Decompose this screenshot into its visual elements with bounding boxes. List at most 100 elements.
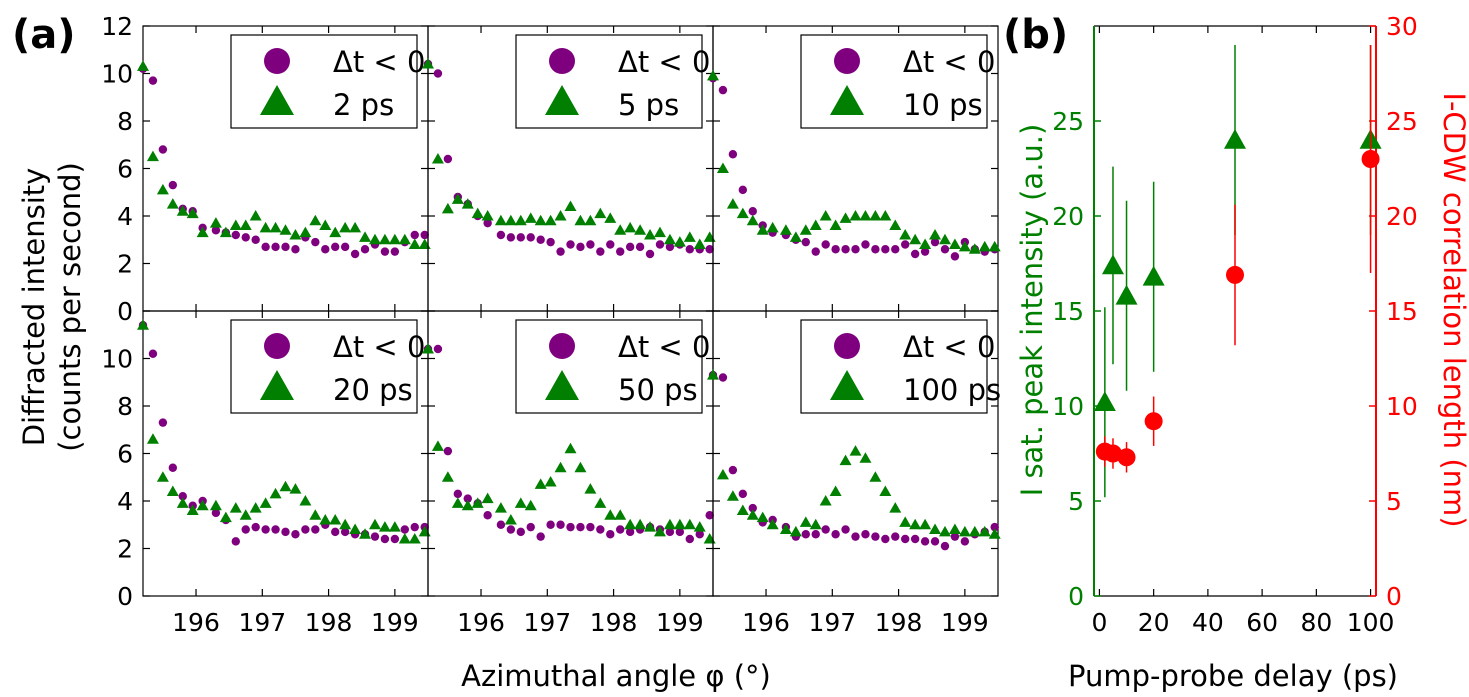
pumped-point xyxy=(299,495,312,506)
ref-point xyxy=(625,242,635,252)
peak-point xyxy=(1101,254,1124,275)
ref-point xyxy=(148,349,158,358)
legend-pumped-label: 5 ps xyxy=(618,88,679,122)
x-tick-label: 197 xyxy=(238,608,286,637)
ref-point xyxy=(821,240,830,249)
y-tick-label: 8 xyxy=(117,392,133,421)
pumped-point xyxy=(809,518,822,530)
ref-point xyxy=(606,530,615,539)
pumped-point xyxy=(746,509,759,520)
pumped-point xyxy=(431,153,444,164)
pumped-point xyxy=(879,485,892,496)
ref-point xyxy=(811,530,820,539)
pumped-point xyxy=(756,511,769,523)
y-tick-label: 8 xyxy=(117,107,133,136)
ref-point xyxy=(261,525,270,534)
y-tick-label: 0 xyxy=(117,582,133,611)
x-tick-label: 199 xyxy=(371,608,419,637)
pumped-point xyxy=(839,212,852,223)
pumped-point xyxy=(663,233,676,245)
pumped-point xyxy=(259,497,272,508)
pumped-point xyxy=(289,483,302,494)
ref-point xyxy=(851,532,860,541)
ref-point xyxy=(158,418,168,427)
ref-point xyxy=(271,242,280,252)
pumped-point xyxy=(186,504,199,515)
x-tick-label: 196 xyxy=(457,608,505,637)
pumped-point xyxy=(693,521,706,532)
corr-point xyxy=(1103,444,1122,463)
pumped-point xyxy=(186,207,199,219)
pumped-point xyxy=(839,454,852,466)
pumped-point xyxy=(938,525,951,537)
ref-point xyxy=(801,530,810,539)
pumped-point xyxy=(481,492,494,504)
corr-point xyxy=(1117,448,1136,467)
ref-point xyxy=(350,249,360,259)
pumped-point xyxy=(534,478,547,489)
pumped-point xyxy=(673,518,686,530)
pumped-point xyxy=(819,495,832,506)
pumped-point xyxy=(614,224,627,235)
pumped-point xyxy=(779,224,792,235)
ref-point xyxy=(576,242,585,252)
pumped-point xyxy=(909,233,922,245)
pumped-point xyxy=(368,233,381,245)
subplot-50ps: 196 197 198 199 Δt < 0 50 ps xyxy=(422,310,716,637)
ref-point xyxy=(718,373,728,382)
pumped-point xyxy=(146,433,159,444)
ref-point xyxy=(920,537,930,546)
pumped-point xyxy=(644,521,657,532)
ref-point xyxy=(728,465,738,475)
ref-point xyxy=(231,537,240,546)
pumped-point xyxy=(239,219,252,230)
b-left-y-tick-label: 20 xyxy=(1052,202,1084,231)
ref-point xyxy=(705,511,714,520)
ref-point xyxy=(526,522,535,532)
pumped-point xyxy=(693,238,706,249)
pumped-point xyxy=(359,528,372,539)
pumped-point xyxy=(378,521,391,532)
pumped-point xyxy=(166,485,179,496)
subplot-10ps: Δt < 0 10 ps xyxy=(707,25,1001,312)
ref-point xyxy=(990,522,999,532)
a-y-axis-label-line1: Diffracted intensity xyxy=(17,168,51,447)
pumped-point xyxy=(504,514,517,525)
pumped-point xyxy=(408,238,421,249)
ref-point xyxy=(811,247,820,256)
ref-point xyxy=(556,247,565,256)
y-tick-label: 6 xyxy=(117,440,133,469)
b-left-y-tick-label: 5 xyxy=(1068,487,1084,516)
ref-point xyxy=(331,527,340,537)
pumped-point xyxy=(418,238,431,249)
ref-point xyxy=(483,511,492,520)
ref-point xyxy=(665,242,675,252)
pumped-point xyxy=(614,509,627,520)
ref-point xyxy=(231,230,240,240)
ref-point xyxy=(920,247,930,256)
ref-point xyxy=(930,537,940,546)
ref-point xyxy=(241,525,250,534)
b-right-y-tick-label: 10 xyxy=(1386,392,1418,421)
pumped-point xyxy=(736,504,749,515)
pumped-point xyxy=(968,243,981,254)
pumped-point xyxy=(869,210,882,221)
pumped-point xyxy=(544,214,557,226)
pumped-point xyxy=(707,369,719,380)
ref-point xyxy=(718,85,728,95)
ref-point xyxy=(168,180,178,190)
ref-point xyxy=(410,230,419,240)
pumped-point xyxy=(889,219,902,230)
panel-a-label: (a) xyxy=(12,12,76,58)
ref-point xyxy=(261,242,270,252)
b-x-axis-label: Pump-probe delay (ps) xyxy=(1068,659,1398,693)
x-tick-label: 197 xyxy=(808,608,856,637)
b-left-y-tick-label: 10 xyxy=(1052,392,1084,421)
pumped-point xyxy=(259,221,272,233)
pumped-point xyxy=(176,205,189,216)
pumped-point xyxy=(299,226,312,238)
pumped-point xyxy=(716,468,729,480)
ref-point xyxy=(675,527,685,537)
b-right-y-tick-label: 25 xyxy=(1386,107,1418,136)
